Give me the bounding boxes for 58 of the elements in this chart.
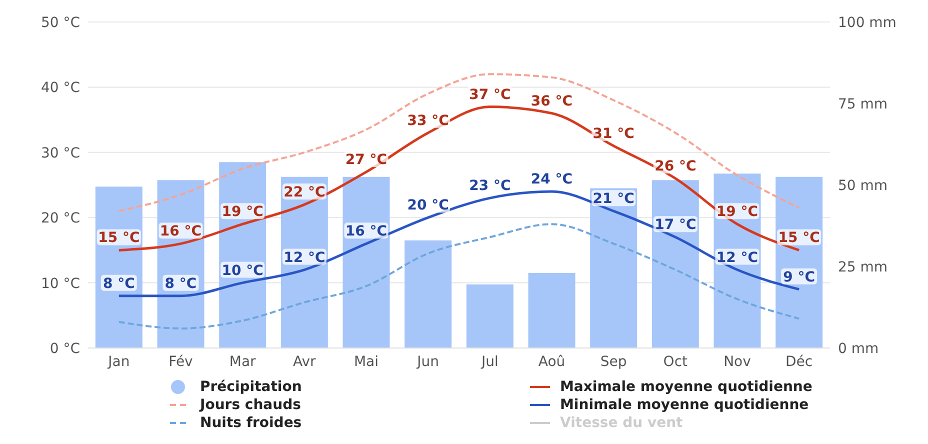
data-label: 15 °C [778,230,820,246]
x-tick-label: Mar [229,354,256,370]
y2-tick-label: 75 mm [838,96,888,112]
data-label: 16 °C [160,224,202,240]
y-tick-label: 30 °C [40,145,80,162]
x-tick-label: Déc [786,354,813,370]
y2-tick-label: 0 mm [838,340,879,357]
y2-tick-label: 25 mm [838,259,888,276]
data-label: 22 °C [284,184,326,201]
data-label: 10 °C [222,262,264,279]
x-tick-label: Oct [663,354,688,370]
x-tick-label: Sep [600,354,627,370]
data-label: 17 °C [654,217,696,234]
x-tick-label: Nov [724,354,751,370]
x-tick-label: Jun [416,354,440,370]
legend-label: Maximale moyenne quotidienne [560,379,812,395]
x-tick-label: Avr [293,354,316,370]
y-tick-label: 0 °C [50,340,80,357]
data-label: 19 °C [222,204,264,220]
data-label: 9 °C [783,269,816,286]
bar [404,240,452,348]
data-label: 8 °C [164,276,197,292]
y-tick-label: 50 °C [40,14,80,31]
bar [590,188,638,348]
data-label: 23 °C [469,178,511,194]
y2-tick-label: 50 mm [838,178,888,194]
x-tick-label: Mai [354,354,379,370]
data-label: 16 °C [345,224,388,240]
x-tick-label: Jan [107,354,130,370]
y-tick-label: 40 °C [40,80,80,96]
legend-label: Précipitation [200,379,302,395]
legend-label: Minimale moyenne quotidienne [560,397,809,413]
data-label: 36 °C [530,93,573,110]
x-tick-label: Aoû [538,354,566,370]
y2-tick-label: 100 mm [838,14,896,31]
data-label: 27 °C [345,152,388,168]
data-label: 26 °C [654,158,696,174]
data-label: 12 °C [716,250,758,266]
x-tick-label: Jul [480,354,498,370]
bar [652,180,699,348]
x-tick-label: Fév [168,354,193,370]
data-label: 19 °C [716,204,758,220]
bar [528,273,576,348]
data-label: 37 °C [469,86,511,103]
data-label: 15 °C [98,230,140,246]
data-label: 12 °C [284,250,326,266]
data-label: 24 °C [530,172,573,188]
data-label: 20 °C [407,198,449,214]
data-label: 21 °C [592,191,634,208]
legend-label: Nuits froides [200,415,302,431]
data-label: 8 °C [102,276,135,292]
bar [342,176,390,348]
data-label: 31 °C [592,126,634,142]
legend-label: Jours chauds [200,397,301,413]
y-tick-label: 20 °C [40,210,80,227]
y-tick-label: 10 °C [40,276,80,292]
data-label: 33 °C [407,112,449,129]
bar [466,284,514,348]
